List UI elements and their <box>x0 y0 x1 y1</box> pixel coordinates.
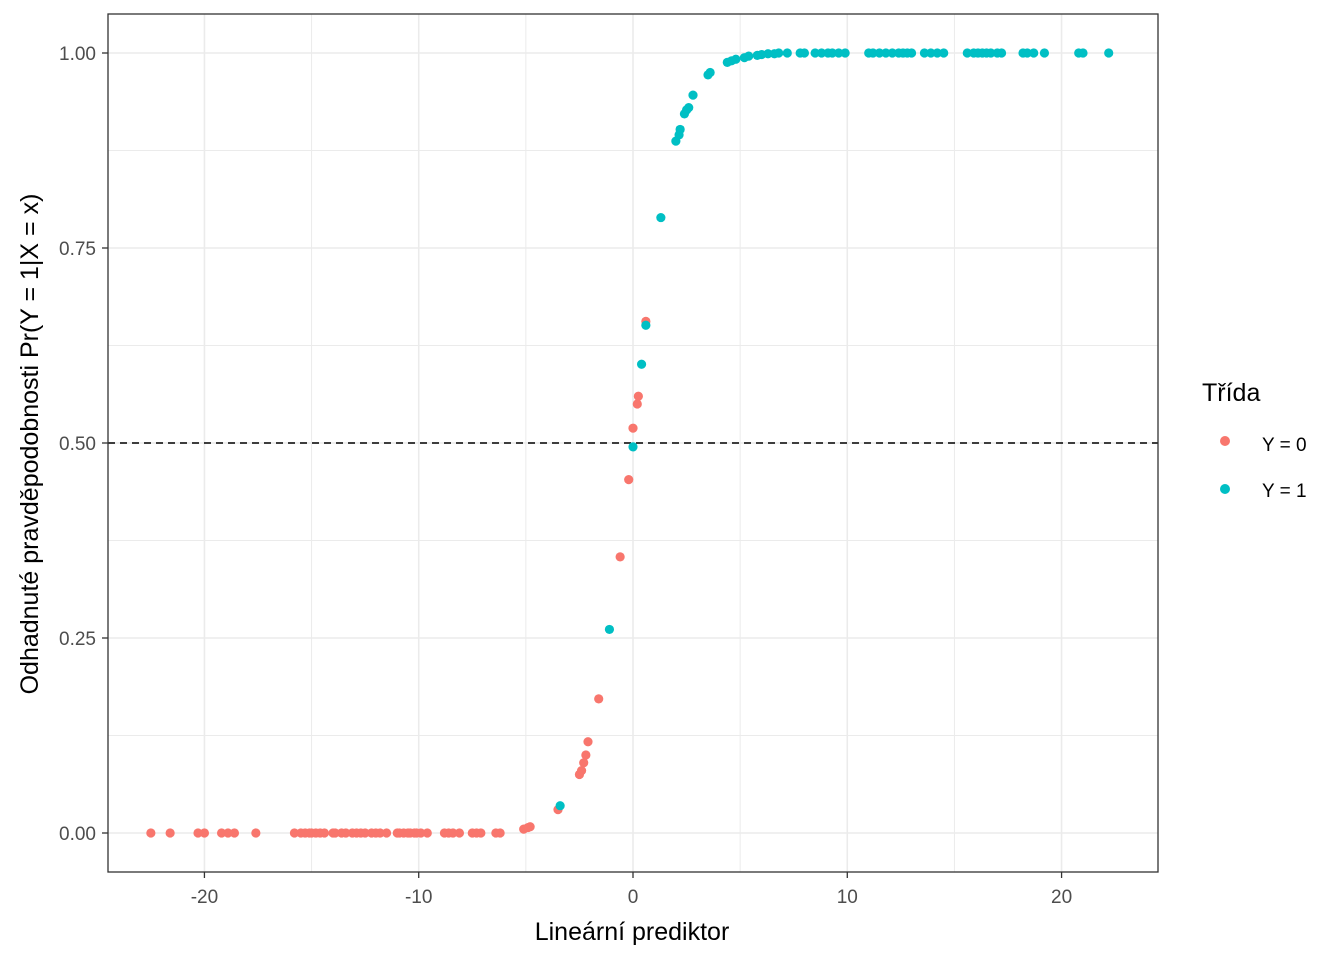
point-y1 <box>555 801 565 811</box>
y-tick-label: 0.75 <box>59 239 96 260</box>
point-y0 <box>628 423 638 433</box>
point-y0 <box>251 828 261 838</box>
point-y1 <box>840 48 850 58</box>
legend-label-y1: Y = 1 <box>1262 481 1307 502</box>
point-y1 <box>636 359 647 369</box>
data-points <box>146 48 1114 838</box>
point-y0 <box>199 828 210 838</box>
point-y0 <box>576 766 587 776</box>
axes: -20 -10 0 10 20 0.00 0.25 0.50 0.75 1.00 <box>59 44 1072 908</box>
point-y0 <box>330 828 340 838</box>
point-y0 <box>289 828 300 838</box>
point-y0 <box>229 828 240 838</box>
point-y1 <box>932 48 942 58</box>
point-y1 <box>986 48 996 58</box>
point-y0 <box>454 828 465 838</box>
y-tick-label: 1.00 <box>59 44 96 65</box>
point-y0 <box>146 828 156 838</box>
point-y0 <box>525 822 535 832</box>
point-y1 <box>816 48 827 58</box>
point-y0 <box>375 828 385 838</box>
point-y1 <box>744 51 754 61</box>
point-y0 <box>579 758 589 768</box>
point-y1 <box>810 48 820 58</box>
x-axis-title: Lineární prediktor <box>535 918 730 946</box>
point-y1 <box>834 48 844 58</box>
point-y1 <box>919 48 930 58</box>
point-y0 <box>583 737 593 747</box>
point-y1 <box>774 48 784 58</box>
point-y0 <box>422 828 432 838</box>
point-y1 <box>962 48 972 58</box>
point-y0 <box>381 828 392 838</box>
point-y1 <box>887 48 897 58</box>
y-tick-label: 0.25 <box>59 629 96 650</box>
point-y0 <box>341 828 351 838</box>
point-y0 <box>193 828 203 838</box>
y-axis-title: Odhadnuté pravděpodobnosti Pr(Y = 1|X = … <box>16 194 44 695</box>
point-y1 <box>1029 48 1039 58</box>
point-y1 <box>868 48 878 58</box>
point-y1 <box>939 48 949 58</box>
point-y0 <box>223 828 233 838</box>
y-tick-label: 0.50 <box>59 434 96 455</box>
point-y1 <box>628 442 638 452</box>
point-y1 <box>782 48 792 58</box>
point-y1 <box>874 48 885 58</box>
point-y0 <box>581 750 591 760</box>
legend: Třída Y = 0 Y = 1 <box>1202 379 1307 502</box>
point-y1 <box>1022 48 1032 58</box>
x-tick-label: 10 <box>837 887 858 908</box>
legend-key-y1 <box>1220 484 1230 494</box>
point-y1 <box>906 48 917 58</box>
point-y0 <box>216 828 227 838</box>
point-y0 <box>624 475 634 485</box>
point-y0 <box>476 828 486 838</box>
point-y1 <box>827 48 837 58</box>
point-y1 <box>926 48 936 58</box>
point-y0 <box>416 828 426 838</box>
point-y1 <box>881 48 891 58</box>
legend-key-y0 <box>1220 436 1230 446</box>
point-y0 <box>448 828 458 838</box>
point-y0 <box>615 552 625 562</box>
point-y0 <box>319 828 330 838</box>
point-y1 <box>1104 48 1114 58</box>
x-tick-label: -20 <box>191 887 218 908</box>
point-y1 <box>996 48 1007 58</box>
point-y1 <box>684 103 694 113</box>
x-tick-label: 20 <box>1051 887 1072 908</box>
point-y1 <box>604 624 615 635</box>
x-tick-label: 0 <box>628 887 639 908</box>
point-y1 <box>1078 48 1088 58</box>
point-y1 <box>705 67 715 78</box>
point-y1 <box>731 54 741 64</box>
point-y1 <box>763 49 773 59</box>
point-y1 <box>641 320 651 330</box>
point-y0 <box>594 694 604 704</box>
legend-label-y0: Y = 0 <box>1262 435 1307 456</box>
y-tick-label: 0.00 <box>59 824 96 845</box>
point-y1 <box>675 124 685 135</box>
point-y0 <box>165 828 175 838</box>
x-tick-label: -10 <box>405 887 432 908</box>
point-y1 <box>1039 48 1050 58</box>
point-y1 <box>656 212 666 223</box>
point-y0 <box>360 828 370 838</box>
point-y1 <box>688 90 698 100</box>
point-y1 <box>799 48 810 58</box>
legend-title: Třída <box>1202 379 1260 407</box>
point-y0 <box>495 828 505 838</box>
point-y0 <box>632 399 642 409</box>
point-y0 <box>633 391 643 401</box>
